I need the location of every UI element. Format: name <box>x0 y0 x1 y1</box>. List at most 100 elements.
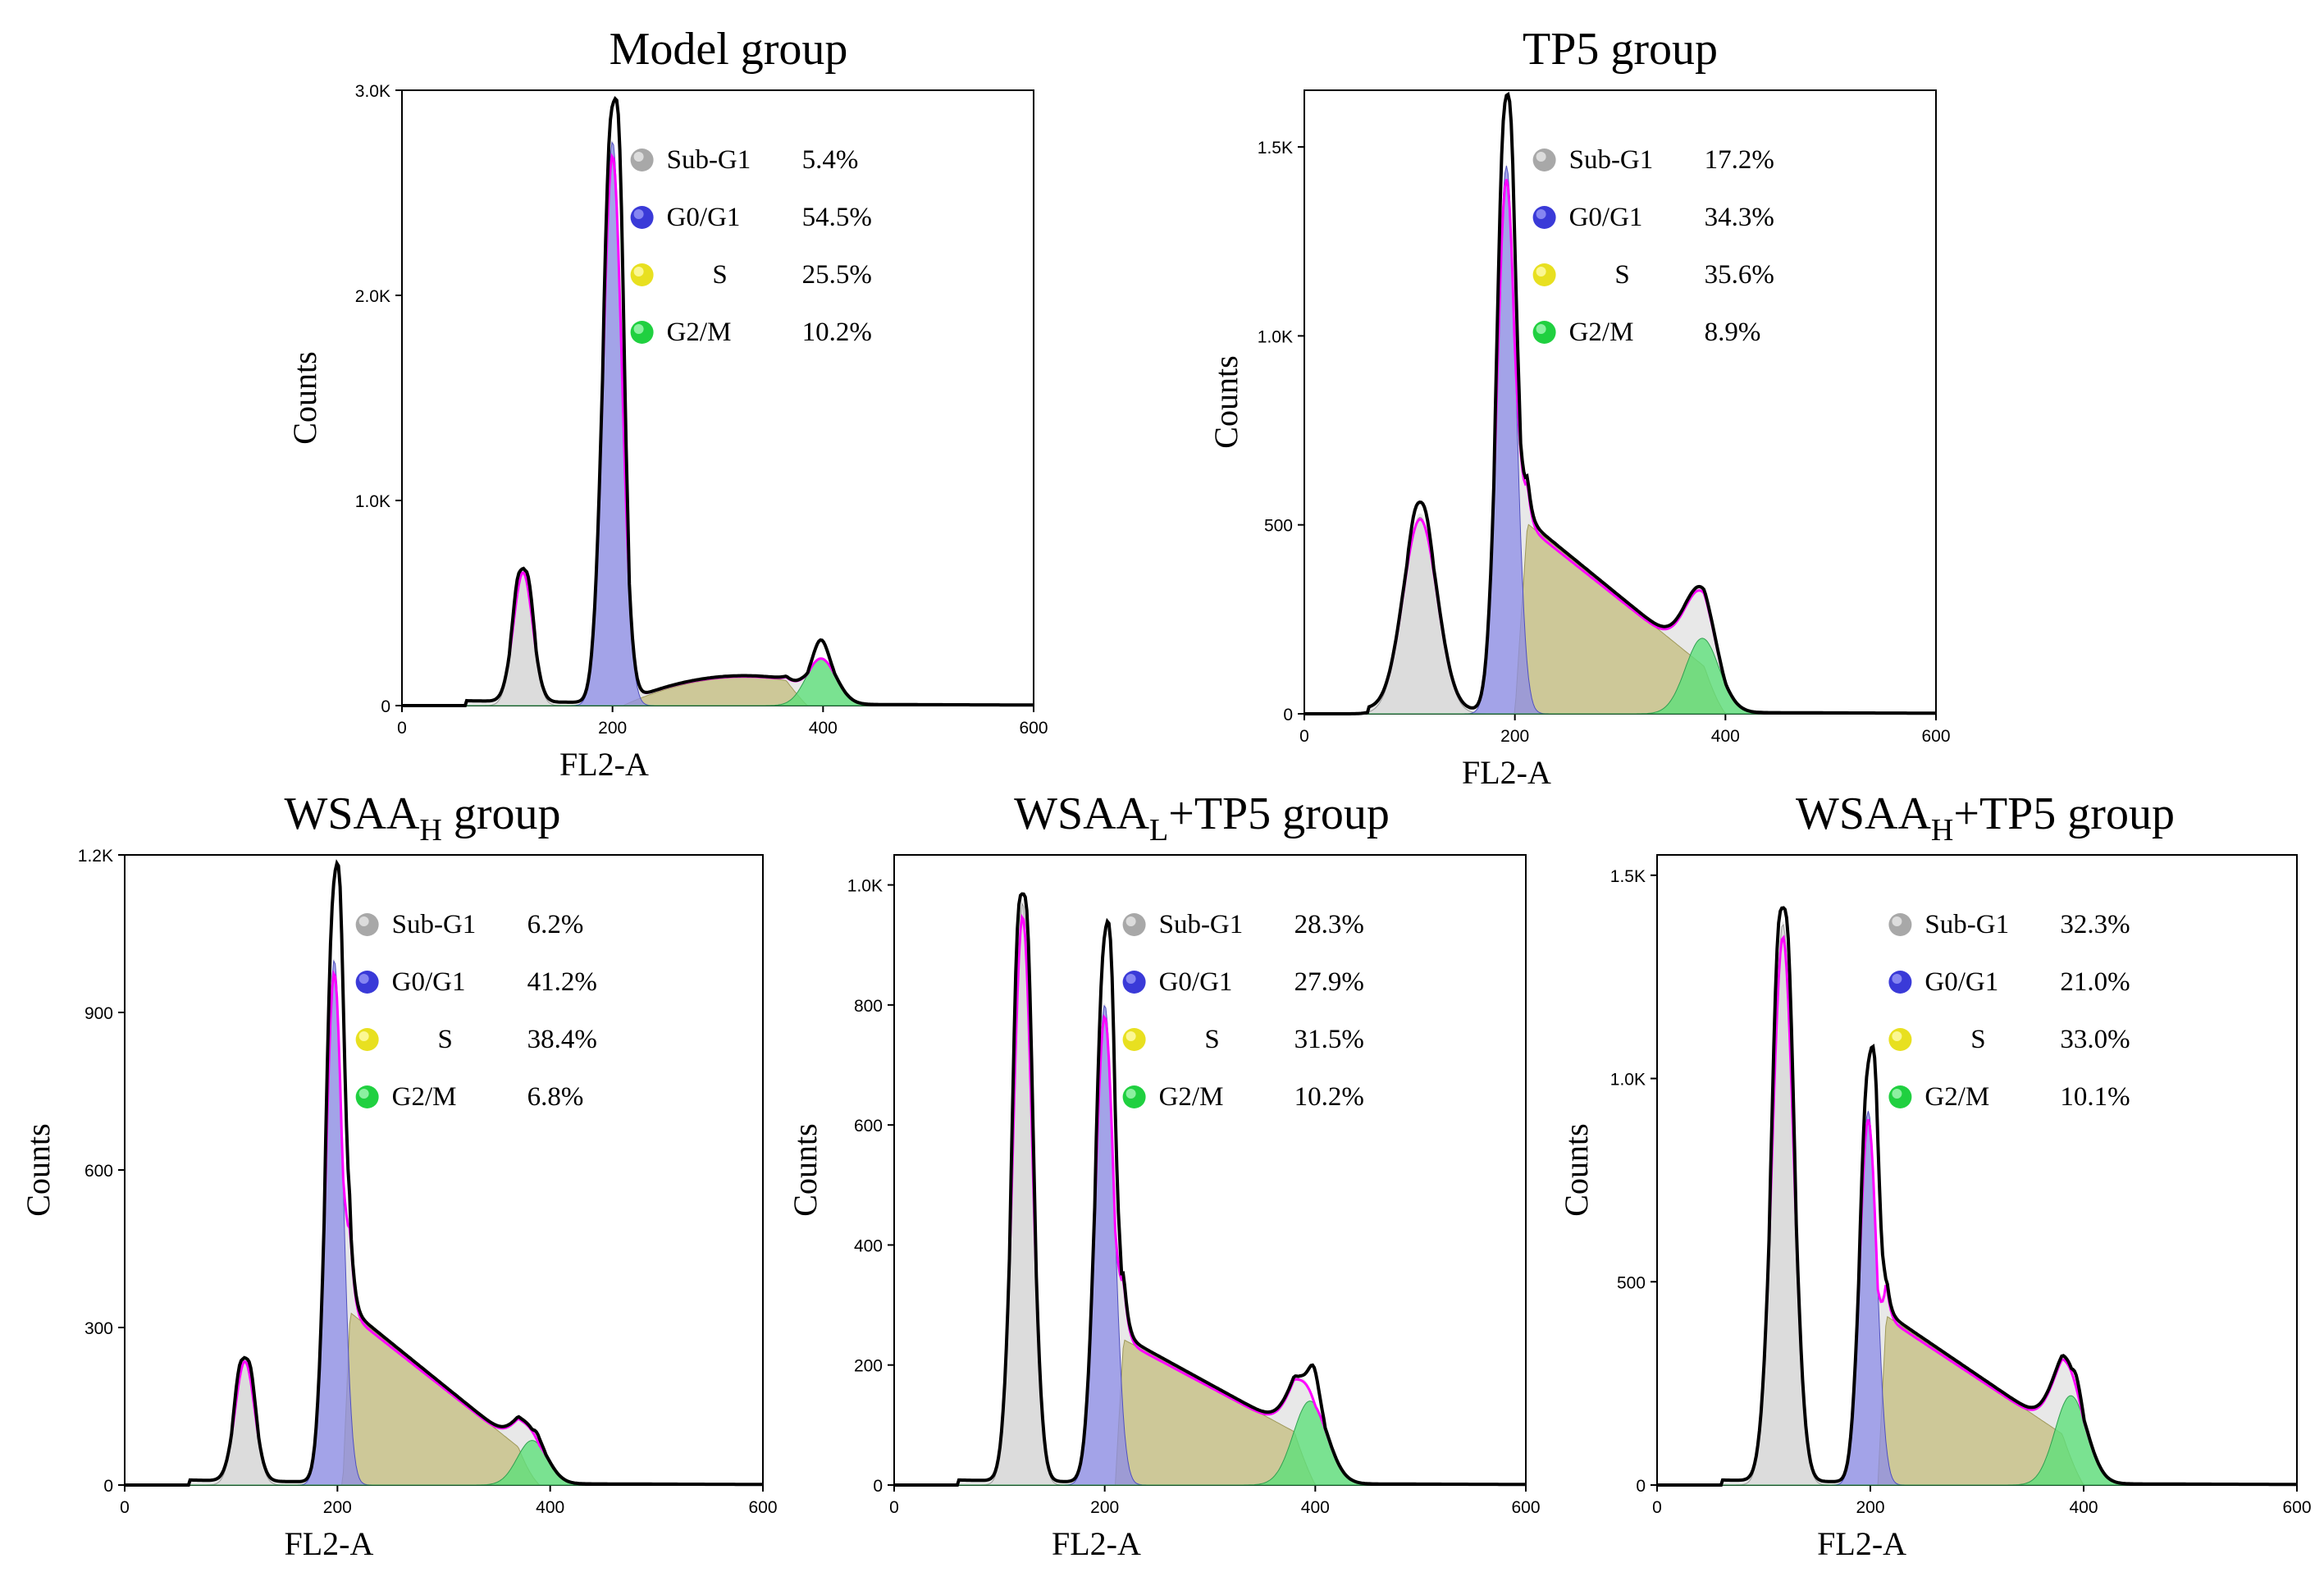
x-tick-label: 200 <box>1856 1498 1884 1517</box>
legend-marker-highlight <box>1536 152 1546 162</box>
y-tick-label: 3.0K <box>355 82 390 101</box>
x-tick-label: 600 <box>1511 1498 1540 1517</box>
legend-item-sub-g1: Sub-G1 32.3% <box>1888 910 2130 939</box>
y-tick-label: 600 <box>84 1162 113 1181</box>
title-subscript: L <box>1149 813 1168 848</box>
title-main: WSAA <box>285 788 420 839</box>
legend-item-sub-g1: Sub-G1 17.2% <box>1532 145 1774 175</box>
histogram-panel-2: TP5 group FL2-A Counts 0 200 400 600 0 500 1.0K 1.… <box>1208 24 1951 791</box>
legend-label: S <box>1970 1025 1985 1054</box>
y-tick-label: 1.5K <box>1610 867 1646 886</box>
legend-value: 32.3% <box>2060 910 2130 939</box>
legend-item-g0-g1: G0/G1 21.0% <box>1888 967 2130 997</box>
legend-value: 10.2% <box>1294 1082 1364 1112</box>
panel-title: TP5 group <box>1523 24 1718 75</box>
histogram-outline <box>402 96 1034 707</box>
legend-item-sub-g1: Sub-G1 6.2% <box>355 910 583 939</box>
x-tick-label: 200 <box>323 1498 352 1517</box>
legend-item-g0-g1: G0/G1 27.9% <box>1122 967 1364 997</box>
legend-marker-highlight <box>1892 916 1902 926</box>
x-tick-label: 0 <box>397 719 407 738</box>
legend-item-g0-g1: G0/G1 34.3% <box>1532 203 1774 232</box>
legend-marker-highlight <box>1892 1031 1902 1041</box>
legend-label: S <box>712 260 727 290</box>
legend-marker-highlight <box>1125 974 1136 984</box>
legend-item-s: S 25.5% <box>630 260 872 290</box>
legend-item-g2-m: G2/M 8.9% <box>1532 318 1760 347</box>
legend-label: G0/G1 <box>392 967 466 997</box>
x-tick-label: 0 <box>889 1498 899 1517</box>
title-rest: group <box>442 788 561 839</box>
x-tick-label: 0 <box>120 1498 130 1517</box>
x-tick-label: 400 <box>536 1498 564 1517</box>
panel-title: WSAAL+TP5 group <box>1014 788 1390 848</box>
histogram-outline <box>125 859 763 1487</box>
legend-marker-highlight <box>1125 1031 1136 1041</box>
x-tick-label: 600 <box>1019 719 1048 738</box>
y-tick-label: 900 <box>84 1004 113 1023</box>
legend-marker-highlight <box>1125 1089 1136 1099</box>
legend-marker-highlight <box>1125 916 1136 926</box>
plot-frame <box>124 854 764 1486</box>
legend-item-g0-g1: G0/G1 41.2% <box>355 967 597 997</box>
legend-value: 41.2% <box>527 967 597 997</box>
legend-value: 38.4% <box>527 1025 597 1054</box>
histogram-panel-4: WSAAL+TP5 group FL2-A Counts 0 200 400 600 0 200… <box>787 788 1541 1562</box>
x-tick-label: 200 <box>1500 727 1529 746</box>
legend-item-g2-m: G2/M 10.2% <box>630 318 872 347</box>
legend-item-g2-m: G2/M 6.8% <box>355 1082 583 1112</box>
title-main: WSAA <box>1796 788 1931 839</box>
y-axis-title: Counts <box>20 1123 57 1216</box>
y-axis-title: Counts <box>1208 355 1244 448</box>
legend-value: 21.0% <box>2060 967 2130 997</box>
legend-item-s: S 35.6% <box>1532 260 1774 290</box>
legend-value: 35.6% <box>1705 260 1774 290</box>
y-tick-label: 800 <box>854 997 883 1016</box>
legend-value: 5.4% <box>802 145 859 175</box>
legend-marker-highlight <box>1536 324 1546 334</box>
title-subscript: H <box>419 813 441 848</box>
x-tick-label: 600 <box>1921 727 1950 746</box>
title-rest: +TP5 group <box>1168 788 1390 839</box>
x-axis-title: FL2-A <box>1462 754 1551 791</box>
x-tick-label: 600 <box>2282 1498 2311 1517</box>
x-axis-title: FL2-A <box>1817 1525 1906 1562</box>
legend-marker-highlight <box>633 209 644 219</box>
legend-marker-highlight <box>358 1031 369 1041</box>
legend-item-s: S 33.0% <box>1888 1025 2130 1054</box>
legend-value: 31.5% <box>1294 1025 1364 1054</box>
legend-marker-highlight <box>1892 1089 1902 1099</box>
histogram-outline <box>1304 91 1936 715</box>
legend-label: S <box>437 1025 452 1054</box>
legend-label: G2/M <box>667 318 732 347</box>
legend-marker-highlight <box>1536 267 1546 276</box>
legend-marker-highlight <box>1892 974 1902 984</box>
y-tick-label: 1.2K <box>78 847 113 866</box>
legend-label: Sub-G1 <box>667 145 751 175</box>
legend-item-g0-g1: G0/G1 54.5% <box>630 203 872 232</box>
plot-frame <box>401 89 1034 706</box>
title-main: WSAA <box>1014 788 1149 839</box>
legend-marker-highlight <box>633 267 644 276</box>
x-tick-label: 400 <box>1711 727 1740 746</box>
y-tick-label: 500 <box>1617 1273 1646 1292</box>
y-tick-label: 1.0K <box>1610 1071 1646 1090</box>
legend-label: Sub-G1 <box>1924 910 2009 939</box>
y-tick-label: 400 <box>854 1236 883 1255</box>
legend-value: 25.5% <box>802 260 872 290</box>
legend-value: 17.2% <box>1705 145 1774 175</box>
legend-item-sub-g1: Sub-G1 5.4% <box>630 145 859 175</box>
legend-label: G2/M <box>1159 1082 1224 1112</box>
legend-marker-highlight <box>633 152 644 162</box>
x-axis-title: FL2-A <box>1052 1525 1141 1562</box>
legend-label: G2/M <box>1569 318 1634 347</box>
x-tick-label: 200 <box>598 719 627 738</box>
x-tick-label: 0 <box>1299 727 1309 746</box>
legend-value: 27.9% <box>1294 967 1364 997</box>
legend-value: 28.3% <box>1294 910 1364 939</box>
plot-frame <box>893 854 1527 1486</box>
legend-marker-highlight <box>358 1089 369 1099</box>
title-subscript: H <box>1931 813 1953 848</box>
y-tick-label: 200 <box>854 1357 883 1376</box>
legend-label: Sub-G1 <box>392 910 477 939</box>
